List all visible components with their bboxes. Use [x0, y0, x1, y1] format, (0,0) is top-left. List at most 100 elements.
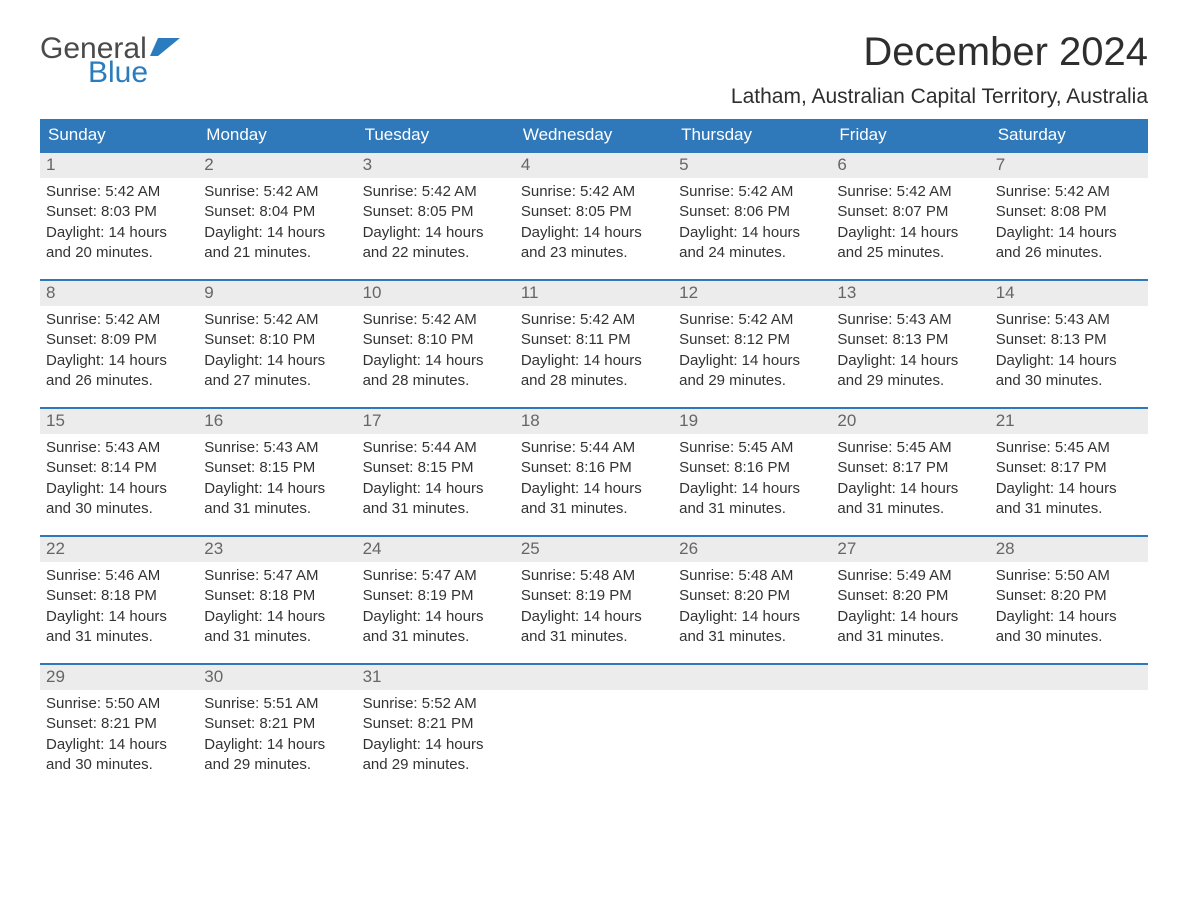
sunrise-line: Sunrise: 5:43 AM [46, 438, 192, 458]
sunrise-line: Sunrise: 5:45 AM [679, 438, 825, 458]
day-body: Sunrise: 5:45 AMSunset: 8:17 PMDaylight:… [990, 434, 1148, 525]
day-body: Sunrise: 5:42 AMSunset: 8:10 PMDaylight:… [198, 306, 356, 397]
weekday-header: Monday [198, 119, 356, 152]
day-number: 29 [40, 665, 198, 690]
sunrise-line: Sunrise: 5:44 AM [521, 438, 667, 458]
sunset-line: Sunset: 8:06 PM [679, 202, 825, 222]
day-number [673, 665, 831, 690]
calendar-day-cell [515, 664, 673, 792]
day-number: 14 [990, 281, 1148, 306]
sunset-line: Sunset: 8:05 PM [363, 202, 509, 222]
sunset-line: Sunset: 8:21 PM [363, 714, 509, 734]
daylight-line: Daylight: 14 hours and 26 minutes. [996, 223, 1142, 264]
daylight-line: Daylight: 14 hours and 31 minutes. [679, 479, 825, 520]
calendar-day-cell: 20Sunrise: 5:45 AMSunset: 8:17 PMDayligh… [831, 408, 989, 536]
sunrise-line: Sunrise: 5:52 AM [363, 694, 509, 714]
sunrise-line: Sunrise: 5:42 AM [363, 310, 509, 330]
day-body: Sunrise: 5:45 AMSunset: 8:16 PMDaylight:… [673, 434, 831, 525]
sunrise-line: Sunrise: 5:42 AM [521, 310, 667, 330]
weekday-header: Friday [831, 119, 989, 152]
page-header: General Blue December 2024 Latham, Austr… [40, 30, 1148, 109]
calendar-day-cell: 4Sunrise: 5:42 AMSunset: 8:05 PMDaylight… [515, 152, 673, 280]
daylight-line: Daylight: 14 hours and 29 minutes. [679, 351, 825, 392]
daylight-line: Daylight: 14 hours and 29 minutes. [837, 351, 983, 392]
day-body: Sunrise: 5:50 AMSunset: 8:21 PMDaylight:… [40, 690, 198, 781]
sunrise-line: Sunrise: 5:42 AM [363, 182, 509, 202]
daylight-line: Daylight: 14 hours and 31 minutes. [204, 607, 350, 648]
calendar-day-cell: 8Sunrise: 5:42 AMSunset: 8:09 PMDaylight… [40, 280, 198, 408]
calendar-day-cell: 31Sunrise: 5:52 AMSunset: 8:21 PMDayligh… [357, 664, 515, 792]
daylight-line: Daylight: 14 hours and 31 minutes. [363, 607, 509, 648]
sunrise-line: Sunrise: 5:44 AM [363, 438, 509, 458]
daylight-line: Daylight: 14 hours and 31 minutes. [363, 479, 509, 520]
sunrise-line: Sunrise: 5:42 AM [46, 182, 192, 202]
title-block: December 2024 Latham, Australian Capital… [731, 30, 1148, 109]
sunset-line: Sunset: 8:14 PM [46, 458, 192, 478]
flag-icon [150, 38, 182, 62]
sunset-line: Sunset: 8:11 PM [521, 330, 667, 350]
day-number: 25 [515, 537, 673, 562]
calendar-day-cell: 10Sunrise: 5:42 AMSunset: 8:10 PMDayligh… [357, 280, 515, 408]
day-number: 17 [357, 409, 515, 434]
sunset-line: Sunset: 8:13 PM [837, 330, 983, 350]
calendar-week-row: 15Sunrise: 5:43 AMSunset: 8:14 PMDayligh… [40, 408, 1148, 536]
day-body: Sunrise: 5:42 AMSunset: 8:09 PMDaylight:… [40, 306, 198, 397]
day-number: 21 [990, 409, 1148, 434]
sunrise-line: Sunrise: 5:48 AM [679, 566, 825, 586]
weekday-header: Saturday [990, 119, 1148, 152]
weekday-header-row: Sunday Monday Tuesday Wednesday Thursday… [40, 119, 1148, 152]
day-number: 5 [673, 153, 831, 178]
brand-logo: General Blue [40, 30, 182, 88]
sunrise-line: Sunrise: 5:42 AM [204, 310, 350, 330]
day-body: Sunrise: 5:47 AMSunset: 8:19 PMDaylight:… [357, 562, 515, 653]
sunrise-line: Sunrise: 5:47 AM [363, 566, 509, 586]
sunrise-line: Sunrise: 5:47 AM [204, 566, 350, 586]
calendar-week-row: 29Sunrise: 5:50 AMSunset: 8:21 PMDayligh… [40, 664, 1148, 792]
day-number: 11 [515, 281, 673, 306]
sunrise-line: Sunrise: 5:50 AM [996, 566, 1142, 586]
calendar-week-row: 8Sunrise: 5:42 AMSunset: 8:09 PMDaylight… [40, 280, 1148, 408]
day-number: 18 [515, 409, 673, 434]
sunrise-line: Sunrise: 5:48 AM [521, 566, 667, 586]
daylight-line: Daylight: 14 hours and 30 minutes. [996, 607, 1142, 648]
day-number: 9 [198, 281, 356, 306]
sunset-line: Sunset: 8:13 PM [996, 330, 1142, 350]
sunset-line: Sunset: 8:19 PM [363, 586, 509, 606]
daylight-line: Daylight: 14 hours and 31 minutes. [204, 479, 350, 520]
sunrise-line: Sunrise: 5:45 AM [996, 438, 1142, 458]
day-body: Sunrise: 5:42 AMSunset: 8:04 PMDaylight:… [198, 178, 356, 269]
sunset-line: Sunset: 8:20 PM [837, 586, 983, 606]
daylight-line: Daylight: 14 hours and 30 minutes. [46, 735, 192, 776]
day-number: 12 [673, 281, 831, 306]
sunset-line: Sunset: 8:20 PM [679, 586, 825, 606]
sunset-line: Sunset: 8:17 PM [837, 458, 983, 478]
calendar-day-cell: 24Sunrise: 5:47 AMSunset: 8:19 PMDayligh… [357, 536, 515, 664]
day-number: 20 [831, 409, 989, 434]
daylight-line: Daylight: 14 hours and 31 minutes. [837, 479, 983, 520]
day-number: 31 [357, 665, 515, 690]
day-body: Sunrise: 5:49 AMSunset: 8:20 PMDaylight:… [831, 562, 989, 653]
calendar-day-cell: 5Sunrise: 5:42 AMSunset: 8:06 PMDaylight… [673, 152, 831, 280]
sunset-line: Sunset: 8:16 PM [521, 458, 667, 478]
sunset-line: Sunset: 8:18 PM [204, 586, 350, 606]
sunrise-line: Sunrise: 5:42 AM [679, 310, 825, 330]
daylight-line: Daylight: 14 hours and 31 minutes. [837, 607, 983, 648]
sunrise-line: Sunrise: 5:43 AM [996, 310, 1142, 330]
sunrise-line: Sunrise: 5:51 AM [204, 694, 350, 714]
calendar-day-cell: 16Sunrise: 5:43 AMSunset: 8:15 PMDayligh… [198, 408, 356, 536]
calendar-day-cell: 26Sunrise: 5:48 AMSunset: 8:20 PMDayligh… [673, 536, 831, 664]
sunrise-line: Sunrise: 5:50 AM [46, 694, 192, 714]
calendar-day-cell: 11Sunrise: 5:42 AMSunset: 8:11 PMDayligh… [515, 280, 673, 408]
sunrise-line: Sunrise: 5:42 AM [837, 182, 983, 202]
sunset-line: Sunset: 8:16 PM [679, 458, 825, 478]
daylight-line: Daylight: 14 hours and 31 minutes. [996, 479, 1142, 520]
sunrise-line: Sunrise: 5:42 AM [521, 182, 667, 202]
sunset-line: Sunset: 8:21 PM [46, 714, 192, 734]
calendar-day-cell: 12Sunrise: 5:42 AMSunset: 8:12 PMDayligh… [673, 280, 831, 408]
sunrise-line: Sunrise: 5:46 AM [46, 566, 192, 586]
sunset-line: Sunset: 8:09 PM [46, 330, 192, 350]
day-number: 24 [357, 537, 515, 562]
day-body: Sunrise: 5:43 AMSunset: 8:15 PMDaylight:… [198, 434, 356, 525]
sunset-line: Sunset: 8:07 PM [837, 202, 983, 222]
day-number: 4 [515, 153, 673, 178]
